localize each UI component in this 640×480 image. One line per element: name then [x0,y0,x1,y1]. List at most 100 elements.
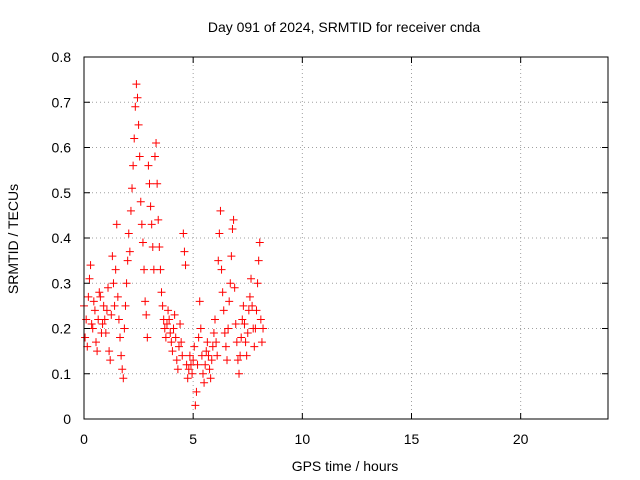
axis-ticks [83,56,608,420]
data-point [170,310,179,319]
data-point [253,279,262,288]
data-point [223,356,232,365]
data-point [195,297,204,306]
data-point [180,247,189,256]
data-point [122,279,131,288]
y-tick-label: 0.1 [52,366,72,382]
data-point [135,152,144,161]
data-point [81,333,90,342]
data-point [138,238,147,247]
data-point [160,324,169,333]
data-point [132,80,141,89]
data-point [144,161,153,170]
x-tick-label: 5 [189,431,197,447]
data-point [100,315,109,324]
data-point [191,401,200,410]
data-point [101,329,110,338]
data-point [88,324,97,333]
data-point [89,297,98,306]
data-point [213,351,222,360]
data-point [110,301,119,310]
data-point [227,252,236,261]
data-point [248,301,257,310]
data-point [84,292,93,301]
data-point [126,206,135,215]
data-point [86,261,95,270]
x-tick-label: 0 [80,431,88,447]
data-point [136,197,145,206]
data-point [105,347,114,356]
data-point [156,265,165,274]
data-point [220,329,229,338]
data-point [193,360,202,369]
data-point [252,306,261,315]
data-point [218,288,227,297]
data-point [184,365,193,374]
data-point [225,297,234,306]
data-point [250,342,259,351]
data-point [194,333,203,342]
data-point [172,356,181,365]
data-point [113,292,122,301]
x-axis-label: GPS time / hours [292,458,399,474]
data-point [162,319,171,328]
data-point [192,387,201,396]
data-point [207,356,216,365]
data-point [176,319,185,328]
data-point [229,215,238,224]
data-point [219,306,228,315]
x-tick-label: 15 [404,431,420,447]
data-point [142,310,151,319]
data-point [152,138,161,147]
data-point [247,274,256,283]
data-point [143,333,152,342]
data-point [87,319,96,328]
data-point [217,265,226,274]
data-point [134,120,143,129]
data-point [161,333,170,342]
data-point [232,338,241,347]
data-point [254,256,263,265]
data-point [82,315,91,324]
data-point [241,338,250,347]
data-point [153,179,162,188]
data-point [157,288,166,297]
data-point [146,202,155,211]
data-point [147,220,156,229]
data-point [125,247,134,256]
data-point [216,206,225,215]
data-point [243,329,252,338]
data-point [164,306,173,315]
data-point [169,324,178,333]
data-point [158,301,167,310]
y-tick-label: 0.4 [52,230,72,246]
data-point [137,220,146,229]
data-point [121,301,130,310]
data-point [255,238,264,247]
data-point [256,315,265,324]
tick-labels: 0 0.1 0.2 0.3 0.4 0.5 0.6 0.7 0.8 0 5 10 15 20 [52,49,529,447]
data-point [240,319,249,328]
data-point [211,315,219,324]
data-point [214,256,223,265]
data-point [112,220,121,229]
data-point [173,365,182,374]
data-point [95,288,104,297]
plot-frame [83,56,609,420]
data-point [230,283,239,292]
data-point [123,256,132,265]
data-point [117,351,126,360]
data-point [239,301,248,310]
data-point [200,378,209,387]
data-point [98,319,107,328]
y-tick-label: 0.6 [52,140,72,156]
grid-layer [84,57,608,419]
data-point [224,324,233,333]
data-point [96,292,105,301]
data-point [168,347,177,356]
data-point [119,374,128,383]
data-point [145,179,154,188]
data-point [131,102,140,111]
data-point [167,338,176,347]
